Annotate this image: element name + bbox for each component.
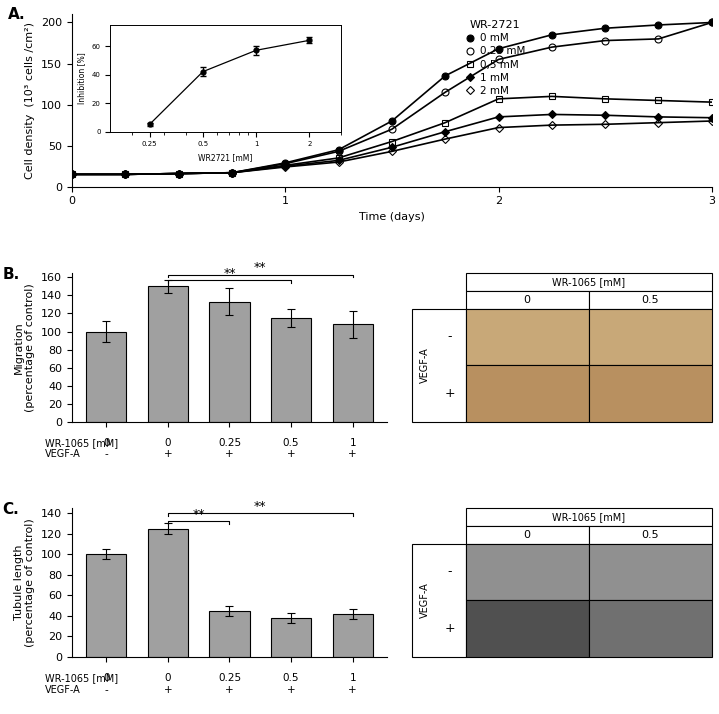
Text: **: ** — [193, 508, 205, 521]
Bar — [466, 544, 589, 600]
Text: 0: 0 — [165, 673, 171, 683]
Bar — [333, 614, 372, 657]
Bar — [466, 365, 589, 422]
Text: +: + — [225, 685, 234, 695]
Y-axis label: Migration
(percentage of control): Migration (percentage of control) — [14, 283, 35, 412]
Text: +: + — [349, 685, 357, 695]
Text: VEGF-A: VEGF-A — [420, 583, 430, 618]
Text: 1: 1 — [349, 438, 356, 448]
Bar — [589, 365, 712, 422]
Bar — [333, 324, 372, 422]
Text: WR-1065 [mM]: WR-1065 [mM] — [552, 512, 626, 522]
Text: VEGF-A: VEGF-A — [45, 449, 81, 459]
Text: -: - — [447, 331, 452, 343]
Text: +: + — [287, 449, 296, 459]
Text: 0.5: 0.5 — [283, 673, 299, 683]
Bar — [412, 544, 466, 657]
Bar — [209, 610, 249, 657]
Text: 0.5: 0.5 — [641, 530, 659, 540]
Text: 0.25: 0.25 — [218, 438, 241, 448]
Text: 0: 0 — [103, 673, 109, 683]
Text: WR-1065 [mM]: WR-1065 [mM] — [45, 438, 118, 448]
Text: -: - — [104, 449, 108, 459]
Bar — [589, 526, 712, 544]
Text: 0.25: 0.25 — [218, 673, 241, 683]
Text: **: ** — [254, 261, 267, 274]
Text: **: ** — [254, 500, 267, 513]
Bar — [86, 554, 127, 657]
Text: +: + — [444, 387, 455, 400]
Text: 0: 0 — [523, 530, 531, 540]
Bar — [466, 508, 712, 526]
Bar — [466, 291, 589, 308]
Text: 0: 0 — [165, 438, 171, 448]
Text: 0: 0 — [523, 295, 531, 305]
Bar — [271, 318, 311, 422]
Text: VEGF-A: VEGF-A — [45, 685, 81, 695]
Text: B.: B. — [3, 267, 20, 282]
X-axis label: Time (days): Time (days) — [359, 212, 425, 222]
Bar — [589, 291, 712, 308]
Text: -: - — [104, 685, 108, 695]
Text: -: - — [447, 565, 452, 578]
Text: 0.5: 0.5 — [283, 438, 299, 448]
Bar — [209, 302, 249, 422]
Text: C.: C. — [3, 502, 19, 517]
Y-axis label: Tubule length
(percentage of control): Tubule length (percentage of control) — [14, 518, 35, 647]
Bar — [148, 286, 188, 422]
Text: WR-1065 [mM]: WR-1065 [mM] — [552, 277, 626, 287]
Bar — [271, 618, 311, 657]
Y-axis label: Cell density  (10³ cells /cm²): Cell density (10³ cells /cm²) — [25, 22, 35, 179]
Text: +: + — [444, 622, 455, 635]
Text: +: + — [287, 685, 296, 695]
Bar — [412, 308, 466, 422]
Text: +: + — [349, 449, 357, 459]
Bar — [148, 528, 188, 657]
Bar — [589, 544, 712, 600]
Text: A.: A. — [8, 7, 26, 22]
Text: +: + — [225, 449, 234, 459]
Text: +: + — [163, 685, 172, 695]
Text: **: ** — [223, 266, 236, 280]
Text: WR-1065 [mM]: WR-1065 [mM] — [45, 673, 118, 683]
Text: 1: 1 — [349, 673, 356, 683]
Bar — [466, 273, 712, 291]
Text: 0.5: 0.5 — [641, 295, 659, 305]
Bar — [86, 331, 127, 422]
Bar — [466, 600, 589, 657]
Legend: 0 mM, 0,25 mM, 0,5 mM, 1 mM, 2 mM: 0 mM, 0,25 mM, 0,5 mM, 1 mM, 2 mM — [461, 16, 529, 100]
Bar — [466, 526, 589, 544]
Bar — [589, 308, 712, 365]
Text: 0: 0 — [103, 438, 109, 448]
Text: +: + — [163, 449, 172, 459]
Bar — [589, 600, 712, 657]
Bar — [466, 308, 589, 365]
Text: VEGF-A: VEGF-A — [420, 347, 430, 383]
